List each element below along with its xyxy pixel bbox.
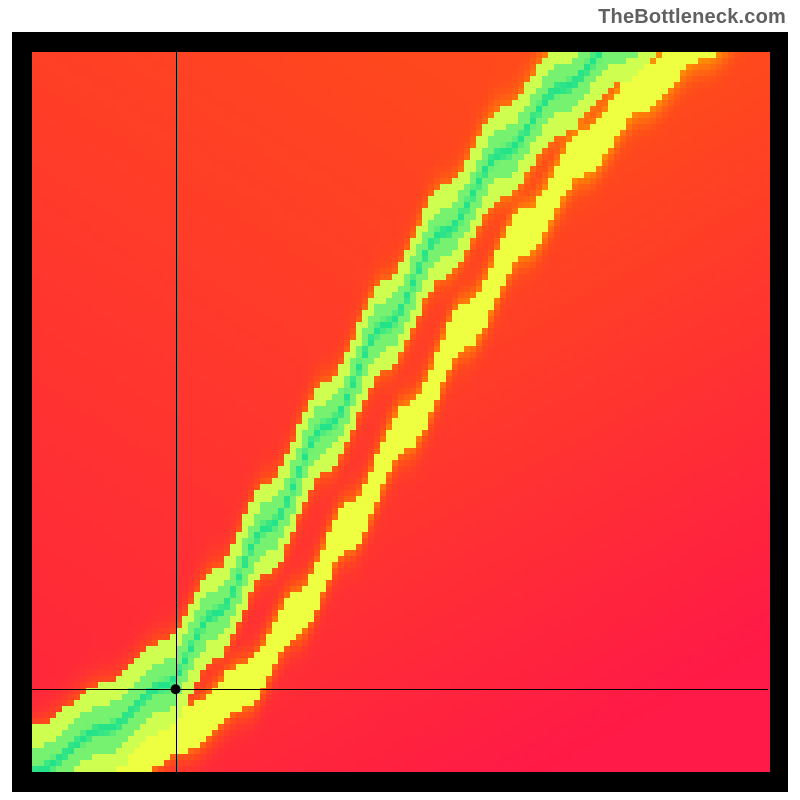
chart-container: TheBottleneck.com [0, 0, 800, 800]
heatmap-panel [12, 32, 788, 792]
heatmap-canvas [12, 32, 788, 792]
attribution-text: TheBottleneck.com [598, 6, 786, 29]
